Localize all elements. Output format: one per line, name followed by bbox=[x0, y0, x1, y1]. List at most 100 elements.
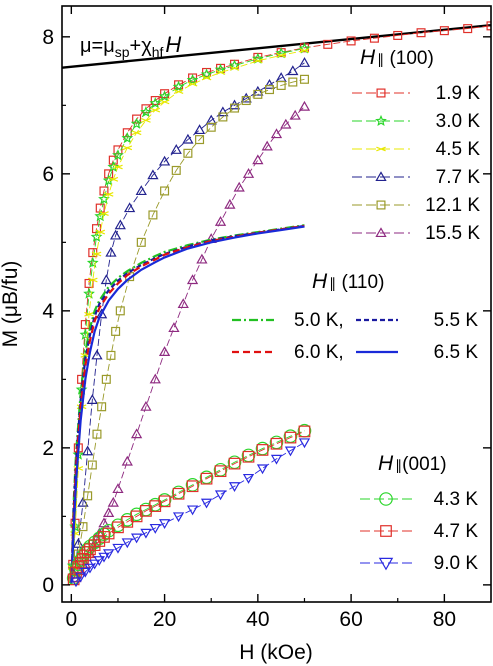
data-point bbox=[256, 444, 269, 456]
data-point bbox=[149, 523, 161, 534]
data-point bbox=[130, 533, 143, 544]
data-point bbox=[141, 118, 151, 123]
data-point bbox=[416, 28, 426, 38]
legend-marker bbox=[376, 146, 386, 152]
legend-marker bbox=[375, 171, 387, 182]
data-point bbox=[288, 77, 298, 87]
data-point bbox=[72, 561, 85, 573]
legends: H ∥ (100)1.9 K 3.0 K 4.5 K 7.7 K 12.1 K 15.5 K… bbox=[232, 46, 480, 574]
data-point bbox=[79, 549, 92, 562]
data-point bbox=[82, 445, 94, 456]
data-point bbox=[196, 253, 208, 264]
data-point bbox=[275, 72, 287, 82]
series-connector bbox=[73, 62, 305, 575]
data-point bbox=[159, 99, 170, 105]
data-point bbox=[183, 148, 193, 158]
data-point bbox=[240, 92, 252, 103]
data-point bbox=[136, 237, 146, 247]
data-point bbox=[187, 81, 198, 87]
data-point bbox=[140, 106, 152, 118]
data-point bbox=[242, 473, 255, 484]
x-tick-label: 60 bbox=[339, 608, 362, 631]
data-point bbox=[149, 373, 161, 384]
data-point bbox=[84, 543, 96, 556]
data-point bbox=[77, 496, 89, 507]
data-point bbox=[298, 438, 311, 449]
data-point bbox=[158, 155, 171, 166]
data-point bbox=[109, 229, 122, 240]
y-tick-label: 0 bbox=[42, 574, 54, 597]
data-point bbox=[280, 118, 292, 129]
data-point bbox=[168, 322, 180, 333]
data-point bbox=[298, 100, 311, 111]
legend-marker bbox=[375, 114, 387, 126]
data-point bbox=[158, 90, 171, 102]
legend-label: 6.5 K bbox=[434, 342, 479, 363]
data-point bbox=[123, 202, 136, 213]
data-point bbox=[78, 522, 88, 532]
data-point bbox=[206, 122, 216, 132]
data-point bbox=[81, 546, 94, 558]
series-line bbox=[70, 224, 305, 585]
data-point bbox=[393, 30, 403, 40]
data-point bbox=[107, 160, 120, 172]
data-point bbox=[98, 193, 110, 205]
data-point bbox=[121, 455, 133, 466]
data-point bbox=[263, 78, 276, 89]
data-point bbox=[135, 185, 147, 196]
data-point bbox=[217, 106, 229, 117]
data-point bbox=[270, 437, 283, 450]
data-point bbox=[172, 80, 185, 92]
data-point bbox=[241, 96, 251, 106]
data-point bbox=[186, 274, 199, 285]
series-connector bbox=[73, 78, 305, 579]
data-point bbox=[182, 133, 194, 144]
data-point bbox=[463, 24, 473, 34]
data-point bbox=[92, 429, 102, 439]
data-point bbox=[80, 320, 90, 330]
data-point bbox=[113, 145, 123, 155]
data-point bbox=[130, 117, 143, 129]
data-point bbox=[195, 135, 205, 145]
x-axis-label: H (kOe) bbox=[239, 641, 313, 664]
data-point bbox=[130, 428, 143, 439]
data-point bbox=[91, 251, 102, 257]
data-point bbox=[170, 144, 182, 154]
series-0-4 bbox=[69, 74, 309, 583]
legend-label: 6.0 K, bbox=[294, 342, 344, 363]
data-point bbox=[95, 229, 106, 235]
data-point bbox=[140, 400, 152, 411]
x-tick-label: 0 bbox=[65, 608, 77, 631]
data-point bbox=[253, 58, 263, 64]
data-point bbox=[261, 140, 273, 151]
data-point bbox=[70, 577, 82, 588]
legend-marker bbox=[379, 492, 393, 506]
data-point bbox=[186, 480, 199, 493]
data-point bbox=[264, 85, 275, 95]
data-point bbox=[284, 431, 297, 444]
legend-label: 7.7 K bbox=[436, 167, 481, 188]
legend-label: 9.0 K bbox=[434, 553, 479, 574]
x-tick-label: 80 bbox=[433, 608, 456, 631]
legend-label: 4.5 K bbox=[436, 139, 481, 160]
series-1-3 bbox=[70, 225, 305, 585]
data-point bbox=[99, 211, 109, 216]
data-point bbox=[276, 52, 286, 58]
data-point bbox=[111, 326, 121, 336]
series-1-0 bbox=[70, 224, 305, 585]
legend-label: 4.3 K bbox=[434, 489, 479, 510]
data-point bbox=[108, 176, 119, 182]
data-point bbox=[80, 542, 95, 557]
data-point bbox=[79, 328, 92, 340]
data-point bbox=[186, 505, 199, 516]
data-point bbox=[91, 349, 103, 360]
data-point bbox=[214, 215, 227, 226]
data-point bbox=[97, 402, 107, 412]
data-point bbox=[75, 572, 87, 583]
data-point bbox=[131, 130, 142, 136]
data-point bbox=[200, 498, 213, 509]
data-point bbox=[256, 464, 269, 475]
data-point bbox=[93, 535, 106, 547]
data-point bbox=[114, 219, 126, 230]
